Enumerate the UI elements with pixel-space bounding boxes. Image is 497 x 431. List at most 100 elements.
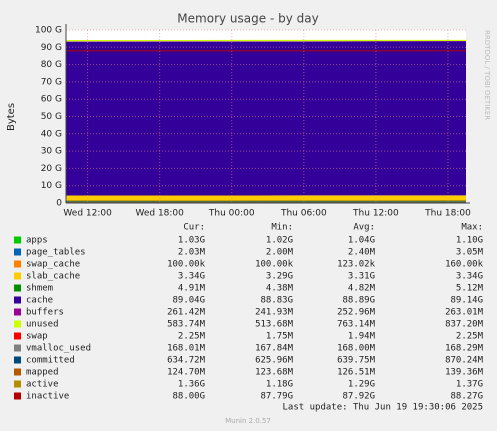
- legend-swatch: [14, 308, 21, 316]
- legend-header: Avg:: [353, 223, 375, 233]
- legend-stat: 261.42M: [167, 308, 206, 318]
- last-update: Last update: Thu Jun 19 19:30:06 2025: [283, 403, 483, 413]
- x-tick-label: Thu 18:00: [424, 209, 471, 219]
- legend-label: cache: [26, 296, 53, 306]
- legend-stat: 123.68M: [255, 368, 294, 378]
- legend-stat: 100.00k: [255, 260, 294, 270]
- legend-stat: 1.10G: [456, 236, 483, 246]
- legend-stat: 168.01M: [167, 344, 206, 354]
- legend-stat: 634.72M: [167, 356, 206, 366]
- legend-stat: 1.37G: [456, 380, 483, 390]
- legend-label: apps: [26, 236, 48, 246]
- legend-stat: 4.91M: [178, 284, 206, 294]
- y-tick-label: 80 G: [41, 60, 62, 70]
- legend-stat: 3.31G: [348, 272, 375, 282]
- y-tick-label: 70 G: [41, 77, 62, 87]
- legend-swatch: [14, 272, 21, 280]
- legend-stat: 4.82M: [348, 284, 376, 294]
- legend-label: committed: [26, 356, 75, 366]
- legend-stat: 1.04G: [348, 236, 375, 246]
- legend-stat: 160.00k: [445, 260, 484, 270]
- legend-stat: 3.34G: [178, 272, 205, 282]
- legend-stat: 3.29G: [266, 272, 293, 282]
- legend-header: Max:: [461, 223, 483, 233]
- legend-stat: 139.36M: [445, 368, 484, 378]
- legend-stat: 1.94M: [348, 332, 376, 342]
- x-tick-label: Wed 12:00: [63, 209, 112, 219]
- legend-stat: 88.00G: [172, 392, 205, 402]
- legend-swatch: [14, 344, 21, 352]
- legend-stat: 87.92G: [342, 392, 375, 402]
- legend-swatch: [14, 368, 21, 376]
- legend-label: swap: [26, 332, 48, 342]
- y-tick-label: 60 G: [41, 95, 62, 105]
- y-tick-label: 90 G: [41, 43, 62, 53]
- legend-stat: 2.40M: [348, 248, 376, 258]
- legend-swatch: [14, 248, 21, 256]
- legend-stat: 763.14M: [337, 320, 376, 330]
- legend-stat: 2.25M: [178, 332, 206, 342]
- legend-label: inactive: [26, 392, 69, 402]
- legend-swatch: [14, 284, 21, 292]
- legend-label: buffers: [26, 308, 64, 318]
- y-tick-label: 20 G: [41, 164, 62, 174]
- legend-header: Min:: [271, 223, 293, 233]
- x-tick-label: Thu 06:00: [280, 209, 327, 219]
- legend-stat: 89.14G: [450, 296, 483, 306]
- legend-label: mapped: [26, 368, 59, 378]
- legend-label: slab_cache: [26, 272, 80, 282]
- legend-header: Cur:: [183, 223, 205, 233]
- legend-stat: 3.05M: [456, 248, 484, 258]
- area: [66, 40, 466, 42]
- legend-stat: 126.51M: [337, 368, 376, 378]
- legend-stat: 4.38M: [266, 284, 294, 294]
- legend-swatch: [14, 296, 21, 304]
- x-tick-label: Wed 18:00: [135, 209, 184, 219]
- legend-stat: 1.03G: [178, 236, 205, 246]
- area: [66, 41, 466, 196]
- y-tick-label: 0: [56, 199, 62, 209]
- legend-stat: 168.29M: [445, 344, 484, 354]
- legend-stat: 513.68M: [255, 320, 294, 330]
- legend-swatch: [14, 332, 21, 340]
- legend-swatch: [14, 380, 21, 388]
- y-tick-label: 40 G: [41, 129, 62, 139]
- legend-stat: 89.04G: [172, 296, 205, 306]
- legend-stat: 5.12M: [456, 284, 484, 294]
- legend-stat: 870.24M: [445, 356, 484, 366]
- chart-title: Memory usage - by day: [177, 12, 318, 26]
- legend-stat: 625.96M: [255, 356, 294, 366]
- legend-stat: 88.89G: [342, 296, 375, 306]
- x-tick-label: Thu 12:00: [352, 209, 399, 219]
- area: [66, 39, 466, 42]
- legend-label: page_tables: [26, 248, 86, 258]
- legend-stat: 168.00M: [337, 344, 376, 354]
- legend-stat: 2.00M: [266, 248, 294, 258]
- legend-stat: 639.75M: [337, 356, 376, 366]
- y-tick-label: 50 G: [41, 112, 62, 122]
- legend-stat: 583.74M: [167, 320, 206, 330]
- legend-swatch: [14, 320, 21, 328]
- y-tick-label: 10 G: [41, 181, 62, 191]
- legend-stat: 2.03M: [178, 248, 206, 258]
- legend-stat: 263.01M: [445, 308, 484, 318]
- legend-stat: 88.83G: [260, 296, 293, 306]
- legend-stat: 1.36G: [178, 380, 205, 390]
- legend-label: shmem: [26, 284, 53, 294]
- legend-stat: 2.25M: [456, 332, 484, 342]
- legend-swatch: [14, 236, 21, 244]
- legend-stat: 1.02G: [266, 236, 293, 246]
- legend-stat: 3.34G: [456, 272, 483, 282]
- x-tick-label: Thu 00:00: [208, 209, 255, 219]
- area: [66, 195, 466, 202]
- legend-stat: 1.75M: [266, 332, 294, 342]
- side-text: RRDTOOL / TOBI OETIKER: [483, 30, 491, 120]
- legend-stat: 123.02k: [337, 260, 376, 270]
- legend-swatch: [14, 356, 21, 364]
- y-axis-label: Bytes: [6, 103, 17, 131]
- legend-label: active: [26, 380, 59, 390]
- legend-label: vmalloc_used: [26, 344, 91, 354]
- legend-stat: 1.18G: [266, 380, 293, 390]
- legend-stat: 837.20M: [445, 320, 484, 330]
